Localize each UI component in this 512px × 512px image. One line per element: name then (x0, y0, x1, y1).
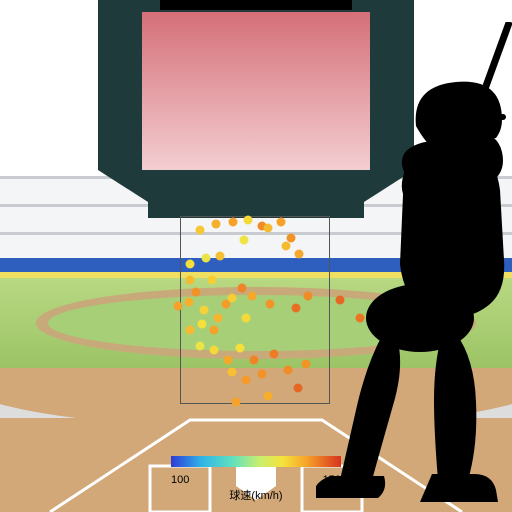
pitch-dot (214, 314, 223, 323)
pitch-dot (186, 260, 195, 269)
pitch-dot (294, 384, 303, 393)
pitch-dot (287, 234, 296, 243)
pitch-dot (242, 376, 251, 385)
pitch-dot (212, 220, 221, 229)
pitch-dot (270, 350, 279, 359)
legend-ticks: 100 150 (171, 474, 341, 486)
pitch-dot (185, 298, 194, 307)
pitch-dot (229, 218, 238, 227)
pitch-dot (232, 398, 241, 407)
pitch-dot (302, 360, 311, 369)
legend-tick-100: 100 (171, 474, 228, 486)
pitch-dot (295, 250, 304, 259)
pitch-dot (174, 302, 183, 311)
pitch-dot (210, 326, 219, 335)
pitch-dot (258, 370, 267, 379)
pitch-dot (284, 366, 293, 375)
pitch-dot (200, 306, 209, 315)
speed-legend: 100 150 球速(km/h) (168, 454, 344, 503)
pitch-dot (198, 320, 207, 329)
pitch-dot (264, 224, 273, 233)
legend-tick-150: 150 (284, 474, 341, 486)
pitch-dot (202, 254, 211, 263)
pitch-dot (266, 300, 275, 309)
pitch-dot (248, 292, 257, 301)
pitch-dot (238, 284, 247, 293)
pitch-dot (196, 342, 205, 351)
pitch-dot (236, 344, 245, 353)
pitch-dot (292, 304, 301, 313)
legend-axis-label: 球速(km/h) (168, 487, 344, 503)
pitch-dot (186, 276, 195, 285)
pitch-dot (208, 276, 217, 285)
pitch-dot (210, 346, 219, 355)
pitch-dot (224, 356, 233, 365)
batter-silhouette (316, 22, 512, 512)
pitch-dot (240, 236, 249, 245)
legend-colorbar (171, 456, 341, 467)
pitch-dot (242, 314, 251, 323)
pitch-dot (228, 294, 237, 303)
pitch-dot (216, 252, 225, 261)
pitch-dot (304, 292, 313, 301)
pitch-dot (228, 368, 237, 377)
pitch-dot (192, 288, 201, 297)
pitch-dot (244, 216, 253, 225)
pitch-dot (186, 326, 195, 335)
pitch-dot (282, 242, 291, 251)
pitch-dot (250, 356, 259, 365)
pitch-dot (264, 392, 273, 401)
pitch-dot (277, 218, 286, 227)
pitch-dot (196, 226, 205, 235)
